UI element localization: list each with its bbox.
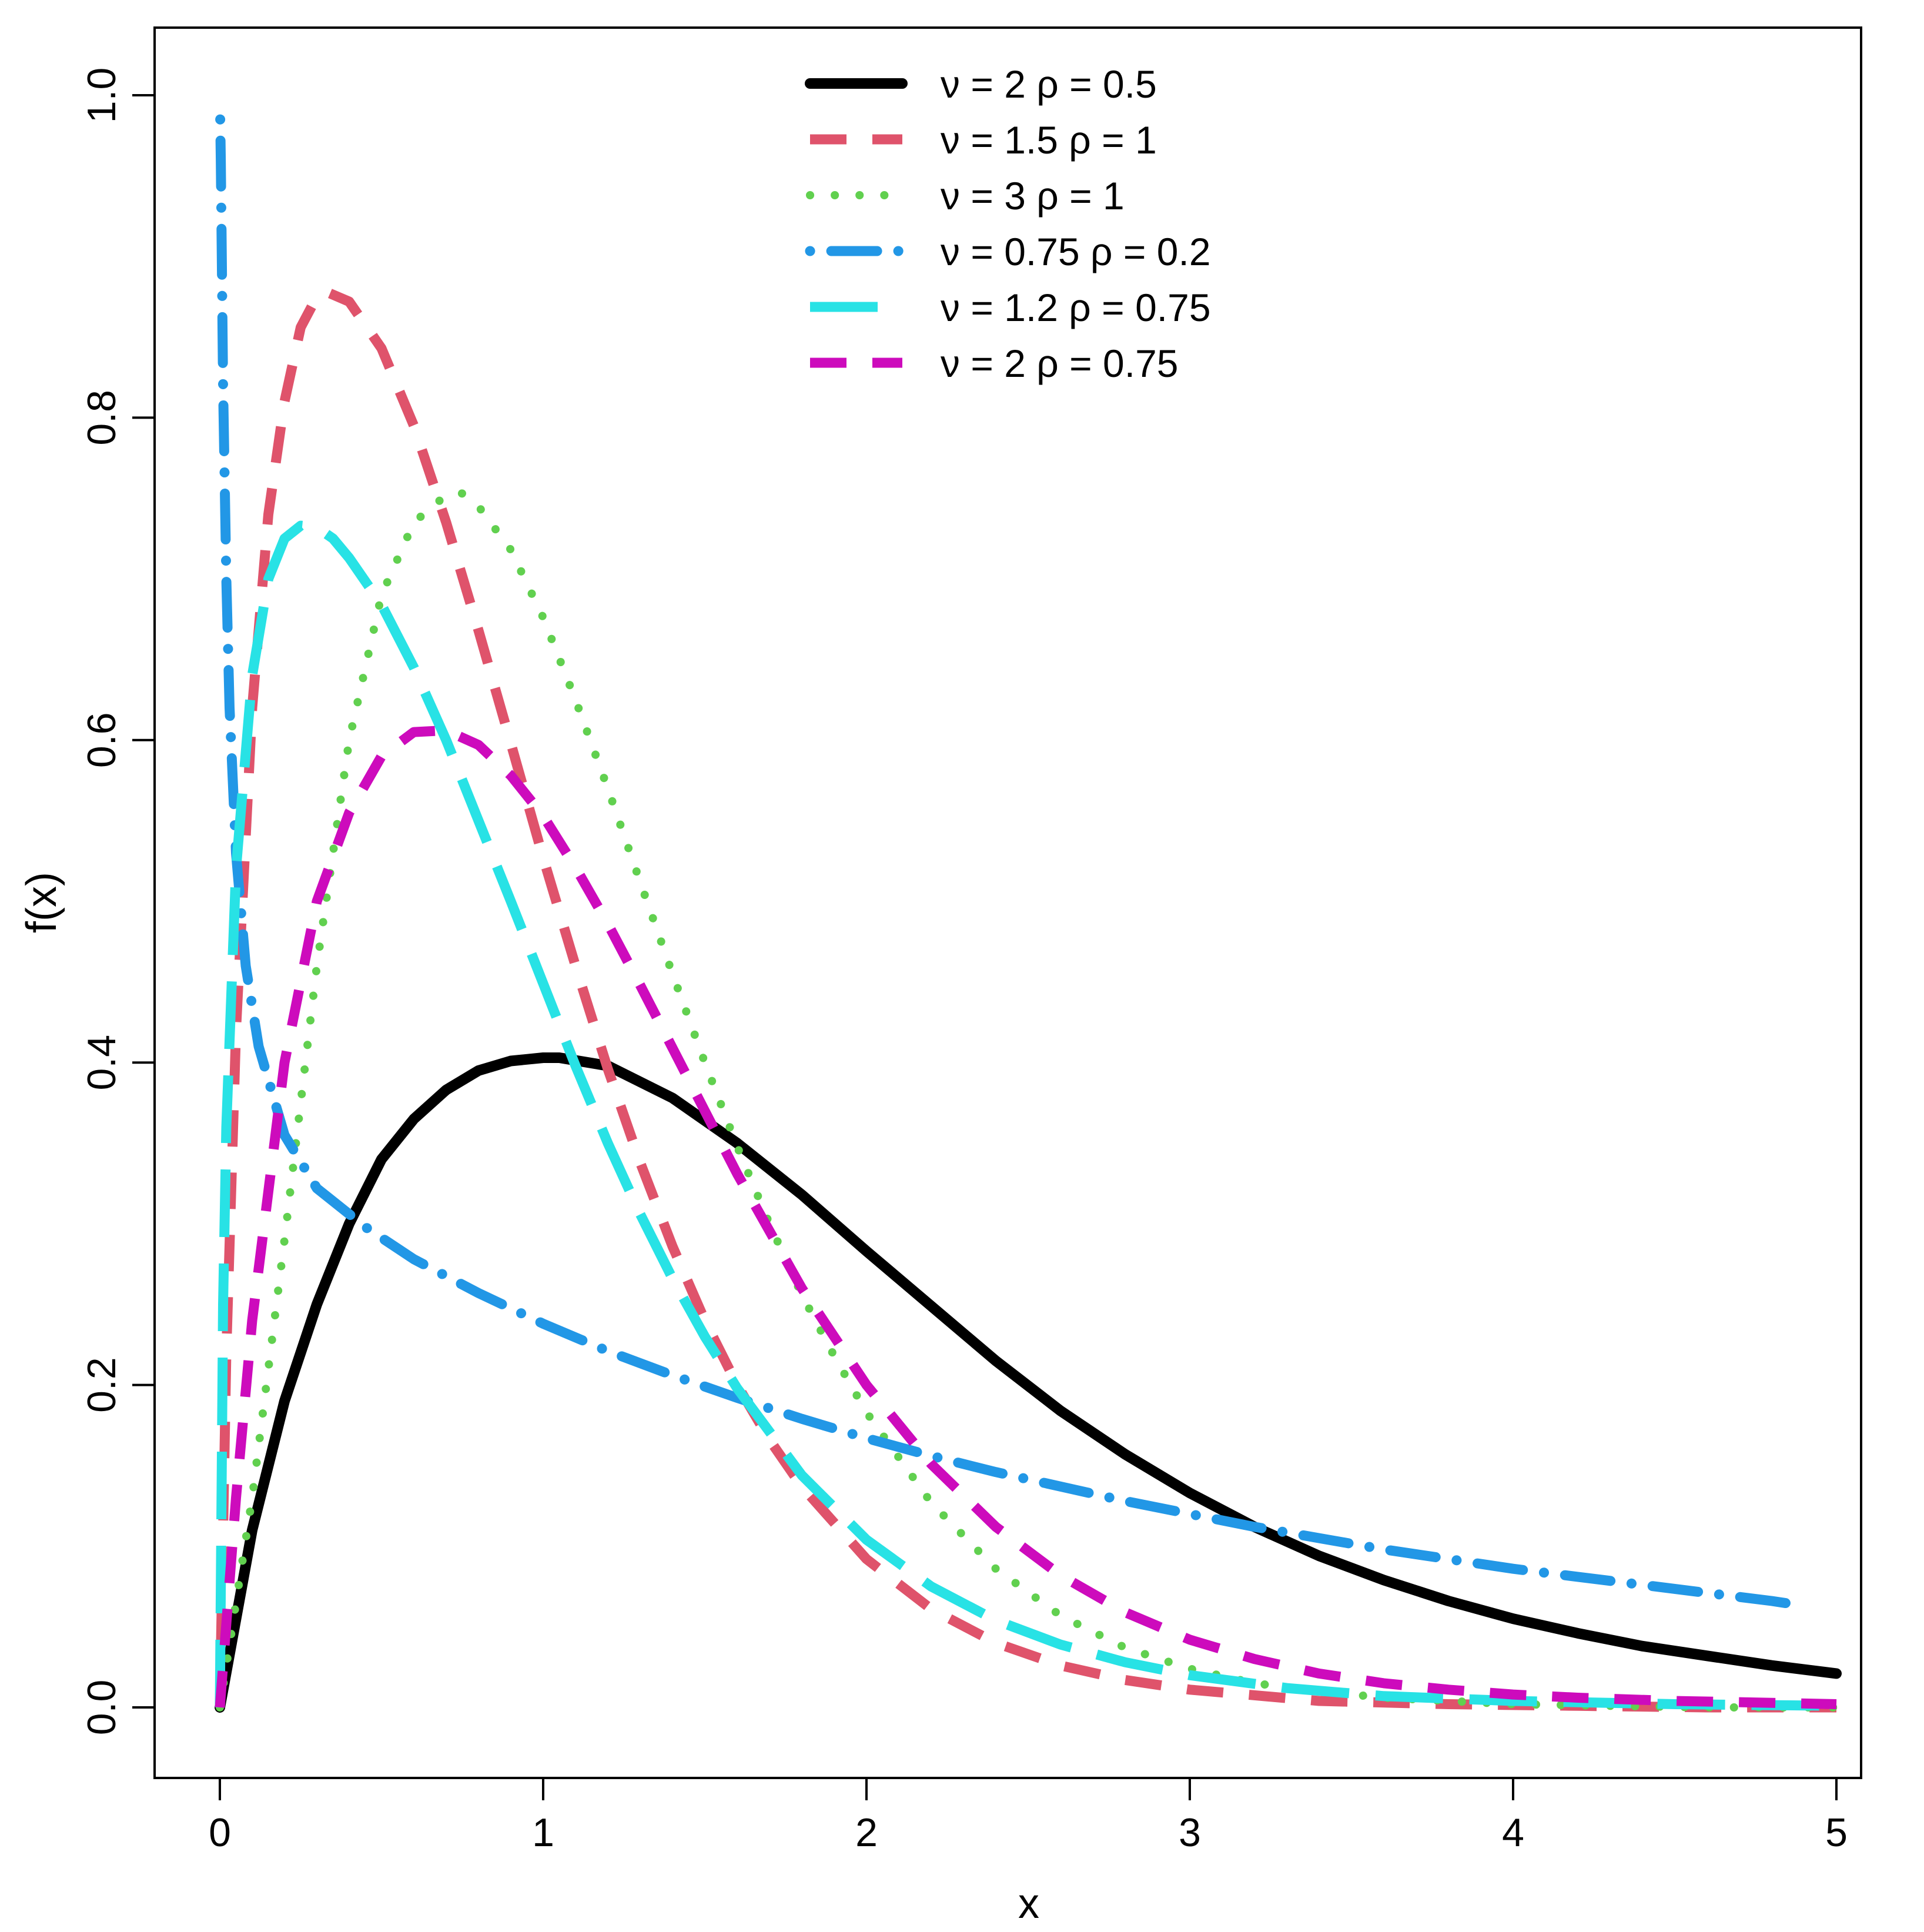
series-lines (215, 114, 1842, 1713)
y-tick-label: 0.8 (79, 390, 124, 446)
x-tick-label: 4 (1502, 1810, 1524, 1855)
y-axis-title: f(x) (18, 872, 65, 933)
legend-label-1: ν = 2 ρ = 0.5 (941, 62, 1157, 106)
x-axis: 0 1 2 3 4 5 (209, 1777, 1848, 1855)
series-line-2 (215, 287, 1836, 1713)
legend-label-4: ν = 0.75 ρ = 0.2 (941, 230, 1211, 273)
y-tick-label: 0.2 (79, 1357, 124, 1413)
series-line-5 (215, 520, 1837, 1711)
x-tick-label: 0 (209, 1810, 231, 1855)
x-tick-label: 1 (532, 1810, 554, 1855)
series-line-3 (216, 489, 1841, 1712)
y-tick-label: 0.0 (79, 1680, 124, 1736)
x-tick-label: 2 (855, 1810, 878, 1855)
series-line-6 (215, 725, 1837, 1709)
legend-label-2: ν = 1.5 ρ = 1 (941, 118, 1157, 162)
x-axis-title: x (1018, 1880, 1039, 1927)
y-axis: 0.0 0.2 0.4 0.6 0.8 1.0 (79, 68, 156, 1736)
legend-label-5: ν = 1.2 ρ = 0.75 (941, 286, 1211, 329)
y-tick-label: 0.6 (79, 713, 124, 768)
legend-label-6: ν = 2 ρ = 0.75 (941, 342, 1178, 385)
legend-label-3: ν = 3 ρ = 1 (941, 174, 1125, 218)
x-tick-label: 3 (1179, 1810, 1201, 1855)
legend: ν = 2 ρ = 0.5 ν = 1.5 ρ = 1 ν = 3 ρ = 1 ν =… (805, 62, 1211, 385)
y-tick-label: 0.4 (79, 1035, 124, 1091)
x-tick-label: 5 (1825, 1810, 1848, 1855)
y-tick-label: 1.0 (79, 68, 124, 123)
series-line-1 (215, 1052, 1842, 1713)
series-line-4 (215, 114, 1809, 1611)
